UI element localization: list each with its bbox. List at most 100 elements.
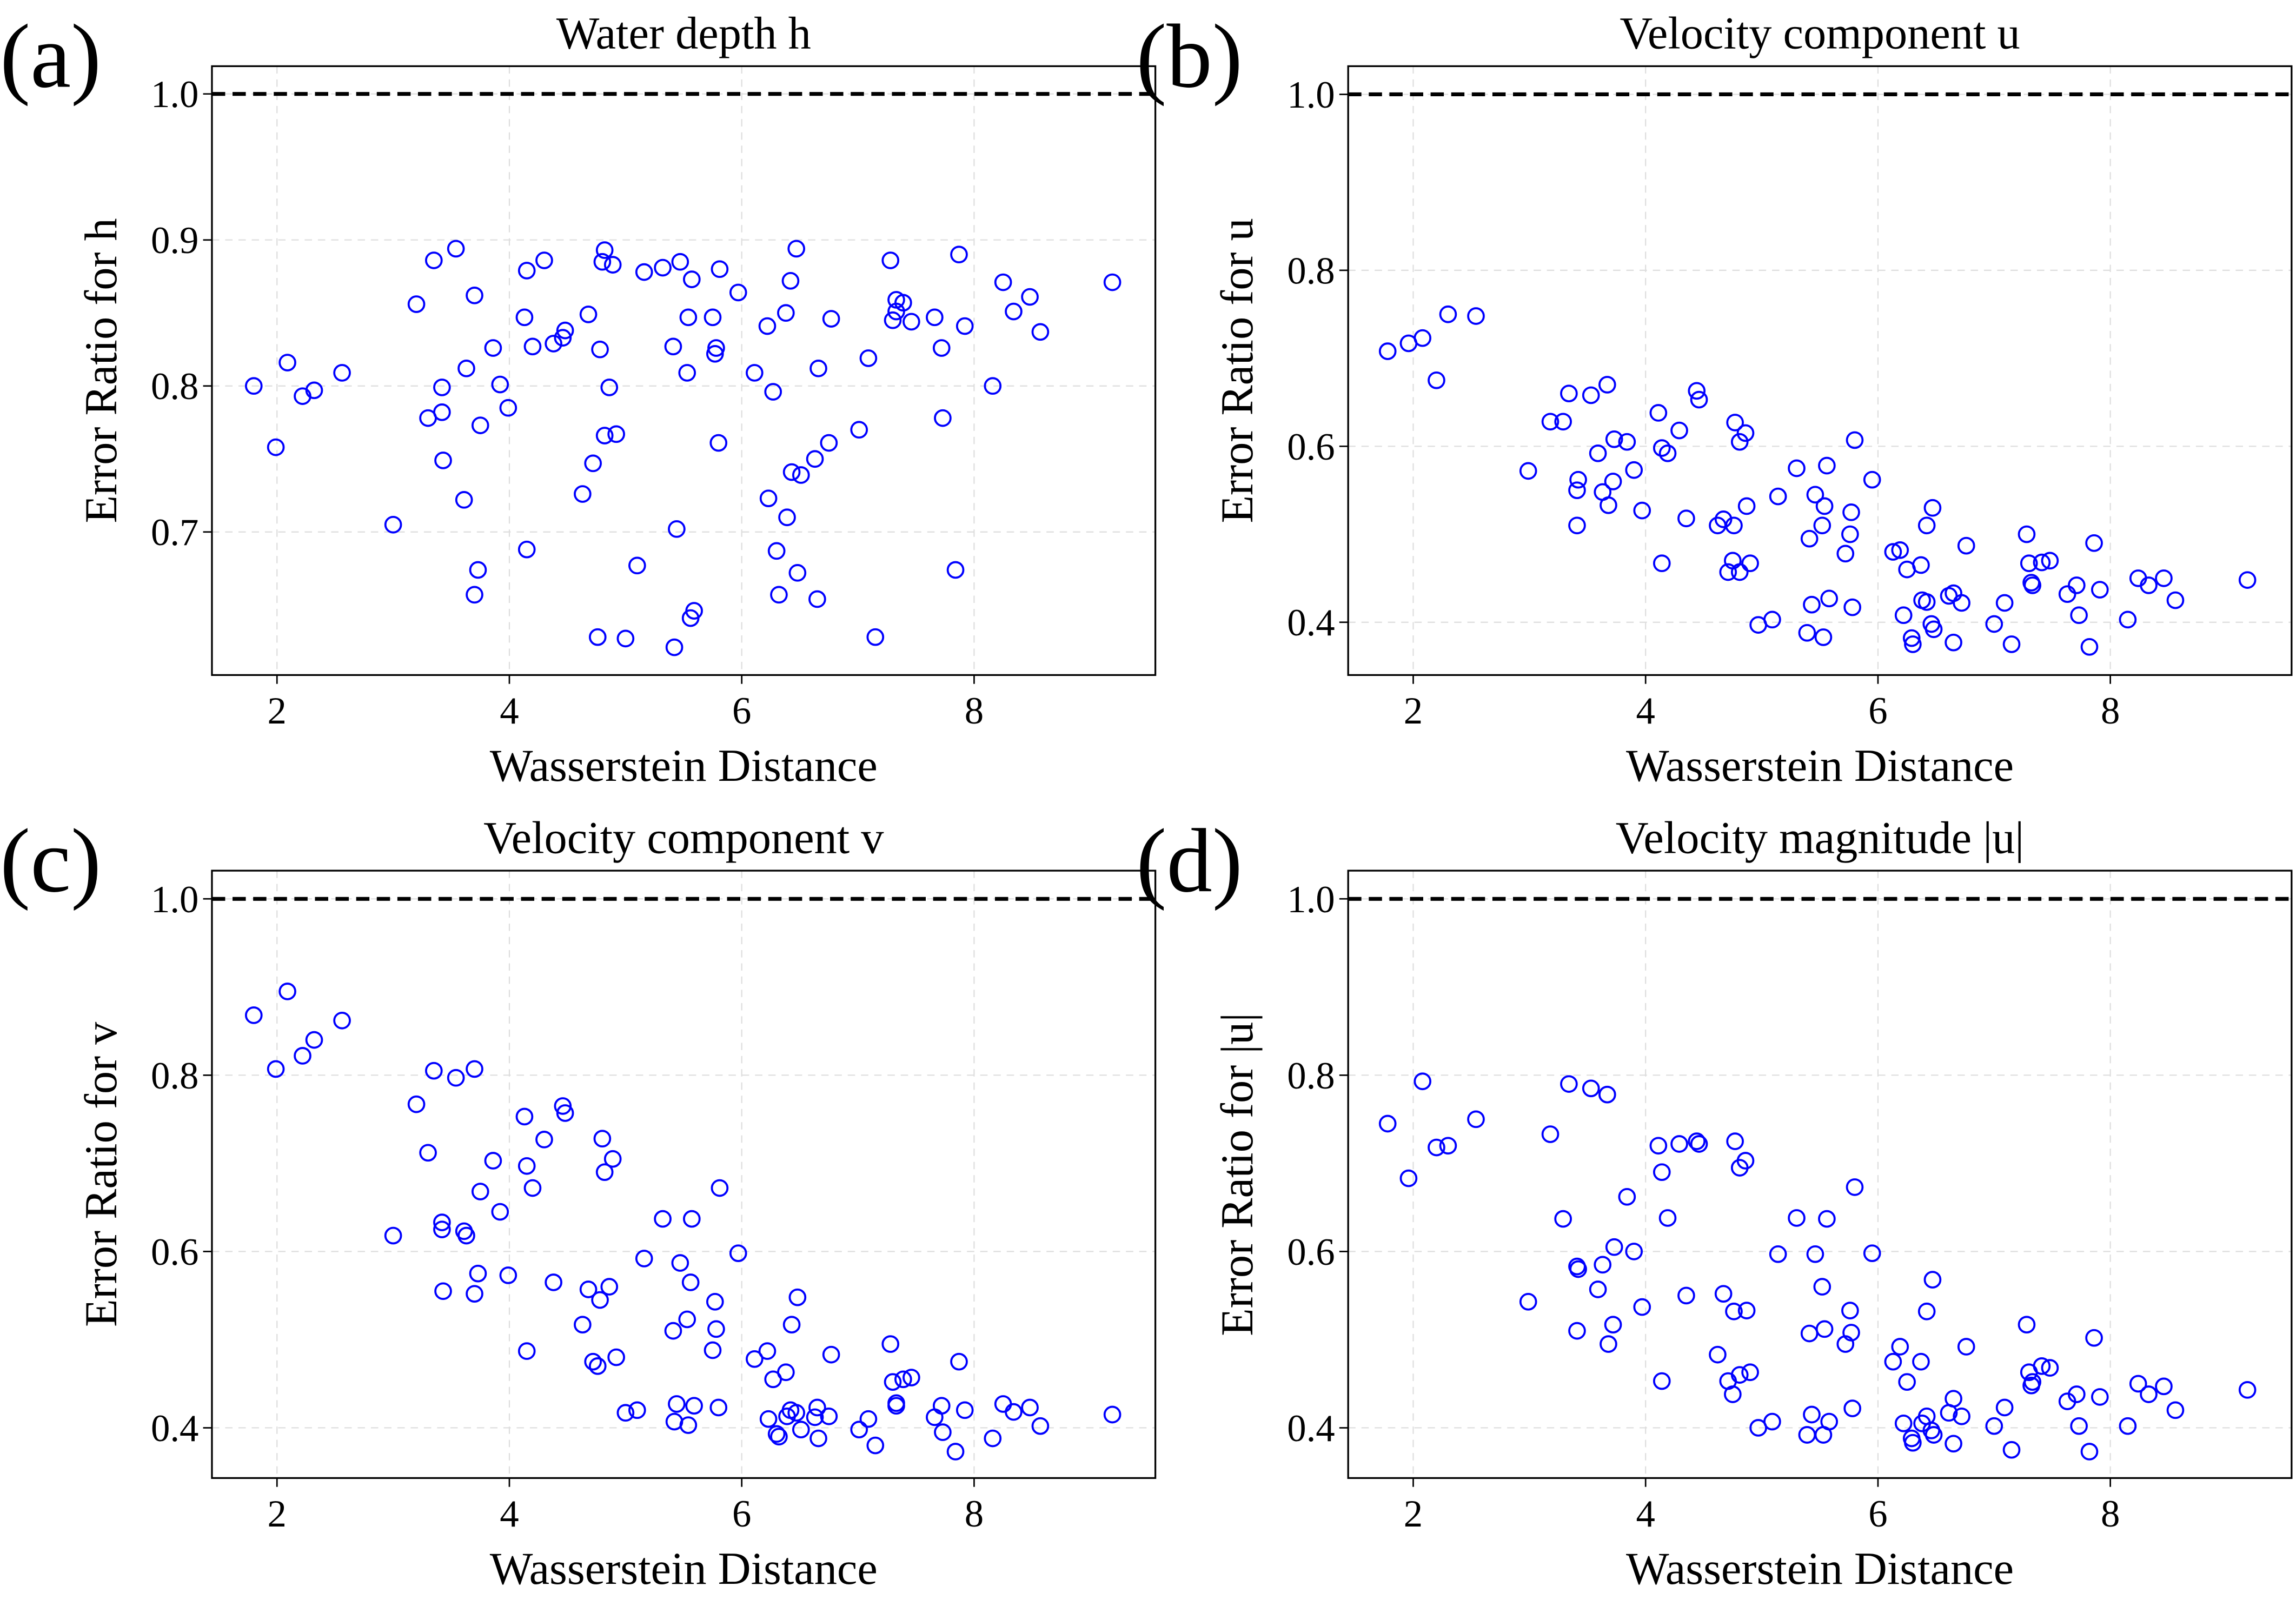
scatter-point [1814,628,1833,646]
scatter-point [1736,1152,1755,1170]
scatter-point [267,1060,285,1078]
y-axis-label: Error Ratio for h [76,218,127,523]
scatter-point [1670,1135,1688,1153]
scatter-point [678,1310,696,1329]
scatter-point [2002,1441,2021,1459]
scatter-point [244,377,263,395]
y-tick-label: 0.6 [1287,426,1335,468]
scatter-point [668,1395,686,1413]
scatter-point [591,340,609,359]
scatter-point [1798,623,1816,642]
scatter-point [1428,371,1445,389]
scatter-point [1820,1412,1839,1431]
scatter-point [1560,1075,1578,1093]
scatter-point [515,1107,534,1126]
scatter-point [932,339,951,357]
scatter-point [777,1363,795,1382]
scatter-point [499,399,517,417]
scatter-point [584,454,602,473]
scatter-point [535,251,553,269]
scatter-point [1633,501,1651,520]
scatter-point [305,1031,323,1049]
scatter-point [859,349,878,367]
scatter-point [407,295,426,313]
scatter-point [1414,329,1432,347]
scatter-point [517,262,536,280]
scatter-point [535,1131,553,1149]
scatter-point [1894,606,1913,625]
scatter-point [706,1293,724,1311]
scatter-point [466,287,483,304]
scatter-point [595,427,614,444]
scatter-point [1658,444,1677,462]
scatter-point [457,1226,475,1245]
scatter-point [2033,1357,2051,1375]
scatter-point [685,602,703,620]
scatter-point [2080,638,2099,656]
scatter-point [1995,594,2014,612]
scatter-point [517,1157,536,1175]
scatter-point [1863,1244,1881,1262]
scatter-point [2068,1385,2086,1403]
y-tick-label: 0.7 [151,512,198,554]
scatter-point [1917,1302,1936,1320]
y-axis-label: Error Ratio for |u| [1212,1013,1263,1336]
scatter-point [788,564,807,582]
scatter-point [455,491,473,509]
scatter-point [792,1421,810,1439]
scatter-point [1714,510,1733,528]
scatter-point [822,1345,840,1364]
scatter-point [1554,1210,1572,1228]
scatter-point [950,245,968,264]
scatter-point [1439,305,1457,323]
scatter-point [955,1401,974,1419]
scatter-point [704,1341,722,1359]
scatter-point [1985,615,2003,633]
scatter-point [1467,1110,1485,1129]
scatter-point [523,1179,542,1197]
scatter-point [1813,1278,1832,1296]
scatter-point [603,256,622,274]
x-tick-label: 6 [732,690,751,732]
scatter-point [2155,1377,2173,1396]
scatter-point [682,1210,701,1228]
scatter-point [600,1278,619,1296]
scatter-point [758,1342,777,1360]
x-tick-label: 8 [2101,1493,2120,1535]
scatter-point [1818,456,1836,475]
scatter-point [1917,516,1936,535]
scatter-point [433,1220,451,1238]
scatter-point [1653,1372,1671,1390]
scatter-point [1600,496,1617,514]
scatter-point [635,1250,653,1267]
scatter-point [434,1282,452,1300]
scatter-point [466,586,483,604]
scatter-point [1806,1245,1824,1263]
scatter-point [1554,413,1572,431]
x-tick-label: 6 [732,1493,751,1535]
scatter-point [704,308,722,327]
scatter-point [2238,571,2257,589]
scatter-point [1820,589,1839,608]
scatter-point [1741,554,1759,573]
y-tick-label: 1.0 [1287,74,1335,116]
scatter-point [679,1416,698,1434]
scatter-point [517,1342,536,1360]
scatter-point [767,1425,786,1443]
scatter-point [484,1152,502,1170]
scatter-point [2119,610,2137,629]
scatter-point [1604,473,1622,490]
y-axis-label: Error Ratio for v [76,1021,127,1327]
scatter-point [850,1421,868,1439]
scatter-point [1399,1169,1418,1187]
scatter-point [466,1285,483,1303]
scatter-point [850,421,868,439]
scatter-point [499,1266,517,1284]
scatter-point [1818,1210,1836,1228]
scatter-point [1688,1132,1706,1150]
x-tick-label: 2 [268,690,287,732]
scatter-point [1031,323,1050,341]
scatter-point [1414,1072,1432,1091]
scatter-point [926,1408,944,1426]
